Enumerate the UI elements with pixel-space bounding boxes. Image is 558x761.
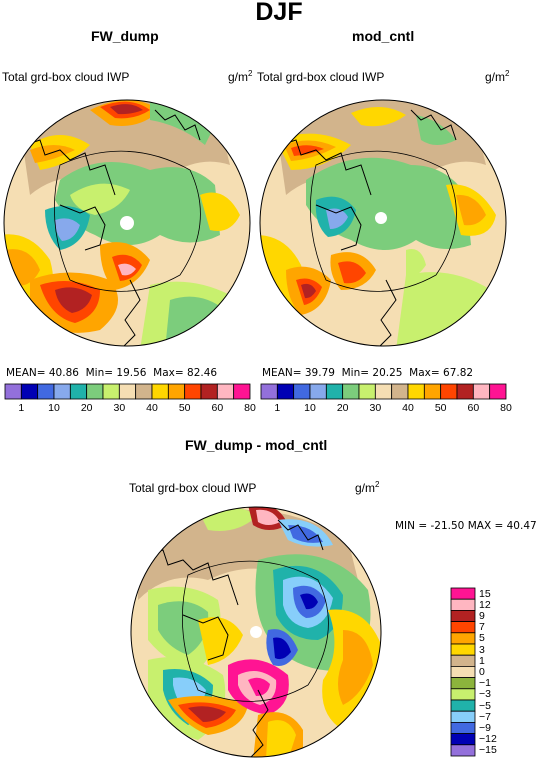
colorbar-fw-dump-swatch — [37, 383, 55, 400]
colorbar-fw-dump-swatch — [151, 383, 169, 400]
map-difference — [130, 506, 382, 758]
colorbar-difference-tick-label: 5 — [479, 632, 485, 645]
colorbar-fw-dump-swatch — [200, 383, 218, 400]
colorbar-fw-dump-swatch — [135, 383, 153, 400]
panel-1-units: g/m2 — [228, 69, 253, 84]
colorbar-mod-cntl-swatch — [407, 383, 425, 400]
diff-units: g/m2 — [355, 480, 380, 495]
colorbar-mod-cntl-swatch — [260, 383, 278, 400]
colorbar-fw-dump-swatch — [233, 383, 251, 400]
panel-1-stats: MEAN= 40.86 Min= 19.56 Max= 82.46 — [6, 367, 218, 379]
colorbar-fw-dump-tick-label: 10 — [48, 402, 60, 414]
colorbar-difference-labels: 15 12 9 7 5 3 1 0 −1 −3 −5 −7 −9 −12 −15 — [479, 587, 519, 757]
colorbar-fw-dump-swatch — [184, 383, 202, 400]
colorbar-difference-tick-label: 9 — [479, 610, 485, 622]
map-fw-dump — [3, 99, 251, 347]
colorbar-mod-cntl-swatch — [358, 383, 376, 400]
colorbar-mod-cntl-swatch — [276, 383, 295, 400]
colorbar-fw-dump-tick-label: 30 — [113, 402, 126, 414]
colorbar-difference-tick-label: −3 — [479, 688, 491, 701]
colorbar-difference-tick-label: −15 — [479, 744, 497, 757]
colorbar-mod-cntl-tick-label: 60 — [467, 402, 480, 414]
colorbar-fw-dump-tick-label: 50 — [178, 402, 191, 414]
colorbar-mod-cntl-swatch — [456, 383, 474, 400]
colorbar-fw-dump-swatch — [69, 383, 88, 400]
colorbar-difference-swatch — [450, 733, 476, 746]
colorbar-difference — [450, 587, 476, 757]
colorbar-fw-dump-labels: 1 10 20 30 40 50 60 80 — [5, 402, 255, 416]
colorbar-difference-swatch — [450, 643, 476, 656]
colorbar-mod-cntl — [260, 383, 507, 400]
colorbar-fw-dump-swatch — [86, 383, 104, 400]
colorbar-fw-dump-swatch — [53, 383, 71, 400]
colorbar-mod-cntl-swatch — [309, 383, 327, 400]
colorbar-difference-swatch — [450, 666, 476, 679]
colorbar-mod-cntl-swatch — [374, 383, 393, 400]
colorbar-difference-tick-label: 1 — [479, 654, 485, 667]
colorbar-fw-dump-tick-label: 40 — [146, 402, 158, 414]
colorbar-mod-cntl-swatch — [325, 383, 344, 400]
colorbar-mod-cntl-tick-label: 10 — [304, 402, 316, 414]
colorbar-fw-dump-swatch — [4, 383, 22, 400]
colorbar-fw-dump-swatch — [102, 383, 120, 400]
colorbar-mod-cntl-swatch — [391, 383, 409, 400]
panel-2-variable-label: Total grd-box cloud IWP — [257, 70, 385, 84]
panel-title-fw-dump: FW_dump — [91, 28, 159, 44]
colorbar-mod-cntl-swatch — [489, 383, 507, 400]
colorbar-difference-tick-label: −9 — [479, 722, 491, 734]
colorbar-mod-cntl-swatch — [342, 383, 360, 400]
panel-2-units: g/m2 — [485, 69, 510, 84]
colorbar-mod-cntl-tick-label: 40 — [402, 402, 414, 414]
colorbar-difference-swatch — [450, 688, 476, 701]
colorbar-difference-swatch — [450, 621, 476, 634]
colorbar-fw-dump-tick-label: 1 — [18, 402, 25, 414]
colorbar-difference-swatch — [450, 609, 476, 622]
colorbar-mod-cntl-tick-label: 30 — [369, 402, 382, 414]
colorbar-fw-dump-swatch — [20, 383, 39, 400]
colorbar-fw-dump — [4, 383, 251, 400]
colorbar-difference-tick-label: −5 — [479, 699, 491, 712]
colorbar-difference-tick-label: −1 — [479, 677, 491, 690]
panel-title-mod-cntl: mod_cntl — [352, 28, 415, 44]
colorbar-mod-cntl-swatch — [472, 383, 491, 400]
colorbar-fw-dump-swatch — [118, 383, 137, 400]
colorbar-difference-tick-label: −7 — [479, 710, 491, 723]
colorbar-difference-swatch — [450, 654, 476, 667]
colorbar-difference-tick-label: 12 — [479, 598, 491, 611]
colorbar-mod-cntl-swatch — [423, 383, 442, 400]
colorbar-mod-cntl-labels: 1 10 20 30 40 50 60 80 — [261, 402, 511, 416]
figure-title: DJF — [255, 0, 303, 26]
colorbar-fw-dump-tick-label: 20 — [80, 402, 93, 414]
colorbar-difference-tick-label: 15 — [479, 587, 491, 600]
diff-panel-title: FW_dump - mod_cntl — [185, 437, 328, 453]
colorbar-mod-cntl-swatch — [440, 383, 458, 400]
colorbar-mod-cntl-tick-label: 80 — [500, 402, 512, 414]
map-mod-cntl — [259, 99, 507, 347]
panel-1-variable-label: Total grd-box cloud IWP — [2, 70, 130, 84]
colorbar-difference-swatch — [450, 598, 476, 611]
colorbar-difference-swatch — [450, 632, 476, 645]
colorbar-difference-tick-label: 7 — [479, 621, 485, 634]
colorbar-fw-dump-swatch — [216, 383, 235, 400]
colorbar-mod-cntl-tick-label: 20 — [336, 402, 349, 414]
colorbar-difference-swatch — [450, 710, 476, 723]
colorbar-mod-cntl-swatch — [293, 383, 311, 400]
colorbar-mod-cntl-tick-label: 1 — [274, 402, 281, 414]
colorbar-difference-swatch — [450, 744, 476, 757]
colorbar-difference-swatch — [450, 721, 476, 734]
colorbar-difference-tick-label: 3 — [479, 643, 485, 656]
diff-variable-label: Total grd-box cloud IWP — [129, 481, 257, 495]
panel-2-stats: MEAN= 39.79 Min= 20.25 Max= 67.82 — [262, 367, 474, 379]
colorbar-fw-dump-tick-label: 60 — [211, 402, 224, 414]
colorbar-difference-swatch — [450, 677, 476, 690]
colorbar-fw-dump-tick-label: 80 — [244, 402, 256, 414]
colorbar-difference-tick-label: 0 — [479, 666, 485, 678]
diff-min-max: MIN = -21.50 MAX = 40.47 — [395, 520, 537, 532]
colorbar-difference-tick-label: −12 — [479, 733, 497, 746]
colorbar-fw-dump-swatch — [167, 383, 186, 400]
colorbar-difference-swatch — [450, 699, 476, 712]
colorbar-difference-swatch — [450, 587, 476, 600]
colorbar-mod-cntl-tick-label: 50 — [434, 402, 447, 414]
